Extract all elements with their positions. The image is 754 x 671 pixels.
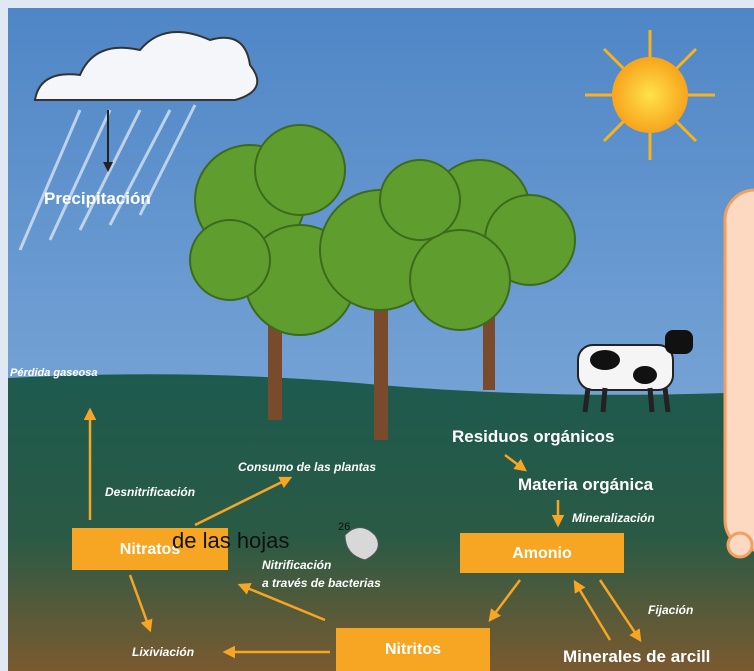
box-label: Amonio bbox=[512, 545, 572, 562]
label: Minerales de arcill bbox=[563, 647, 710, 666]
label: Precipitación bbox=[44, 189, 151, 208]
label: Nitrificación bbox=[262, 558, 331, 572]
nitrogen-cycle-diagram: Nitratos Amonio Nitritos Precipitación P… bbox=[0, 0, 754, 671]
overlay-superscript: 26 bbox=[338, 521, 350, 533]
overlay-text: de las hojas bbox=[172, 528, 289, 553]
label: a través de bacterias bbox=[262, 576, 381, 590]
label: Consumo de las plantas bbox=[238, 460, 376, 474]
label: Fijación bbox=[648, 603, 693, 617]
label: Mineralización bbox=[572, 511, 655, 525]
box-label: Nitritos bbox=[385, 641, 441, 658]
sun bbox=[585, 30, 715, 160]
label: Lixiviación bbox=[132, 645, 194, 659]
label: Materia orgánica bbox=[518, 475, 654, 494]
label: Desnitrificación bbox=[105, 485, 195, 499]
speech-bubble bbox=[725, 190, 754, 557]
label: Pérdida gaseosa bbox=[10, 367, 97, 379]
label: Residuos orgánicos bbox=[452, 427, 614, 446]
